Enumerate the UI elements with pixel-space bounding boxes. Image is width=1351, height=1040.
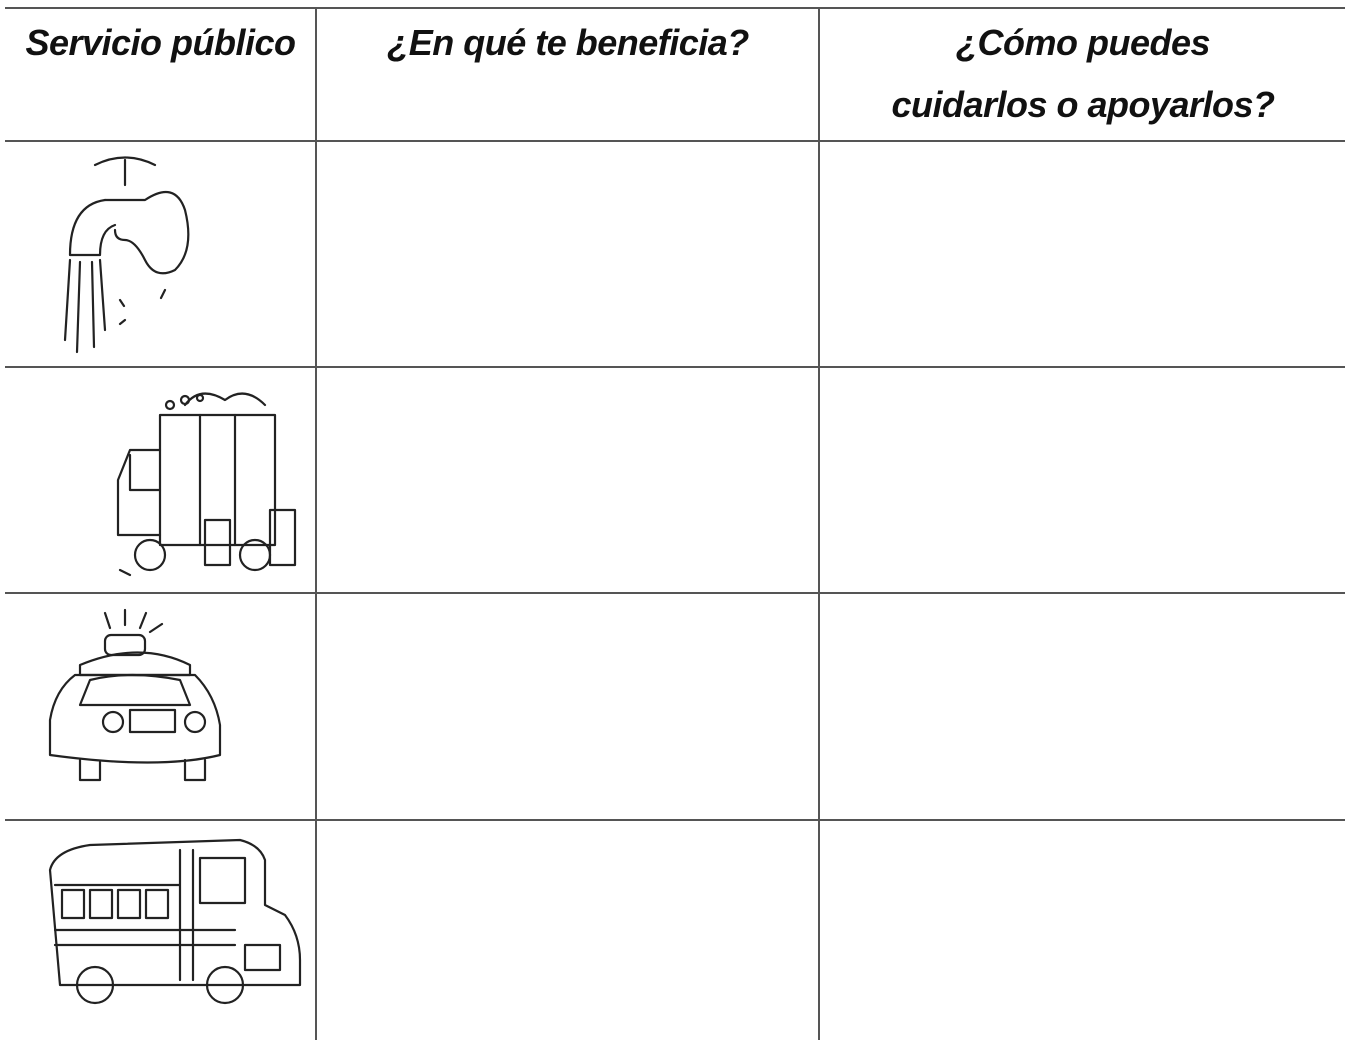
column-header: Servicio público: [25, 22, 296, 63]
garbage-truck-icon: [116, 392, 297, 577]
police-car-icon: [48, 608, 222, 782]
header-line: ¿Cómo puedes: [955, 22, 1211, 63]
faucet-icon: [63, 156, 190, 354]
column-header: ¿Cómo puedes cuidarlos o apoyarlos?: [822, 12, 1344, 136]
column-header: ¿En qué te beneficia?: [387, 22, 749, 63]
table-lines: [5, 7, 1345, 1040]
bus-icon: [48, 838, 302, 1005]
header-line: cuidarlos o apoyarlos?: [891, 84, 1275, 125]
